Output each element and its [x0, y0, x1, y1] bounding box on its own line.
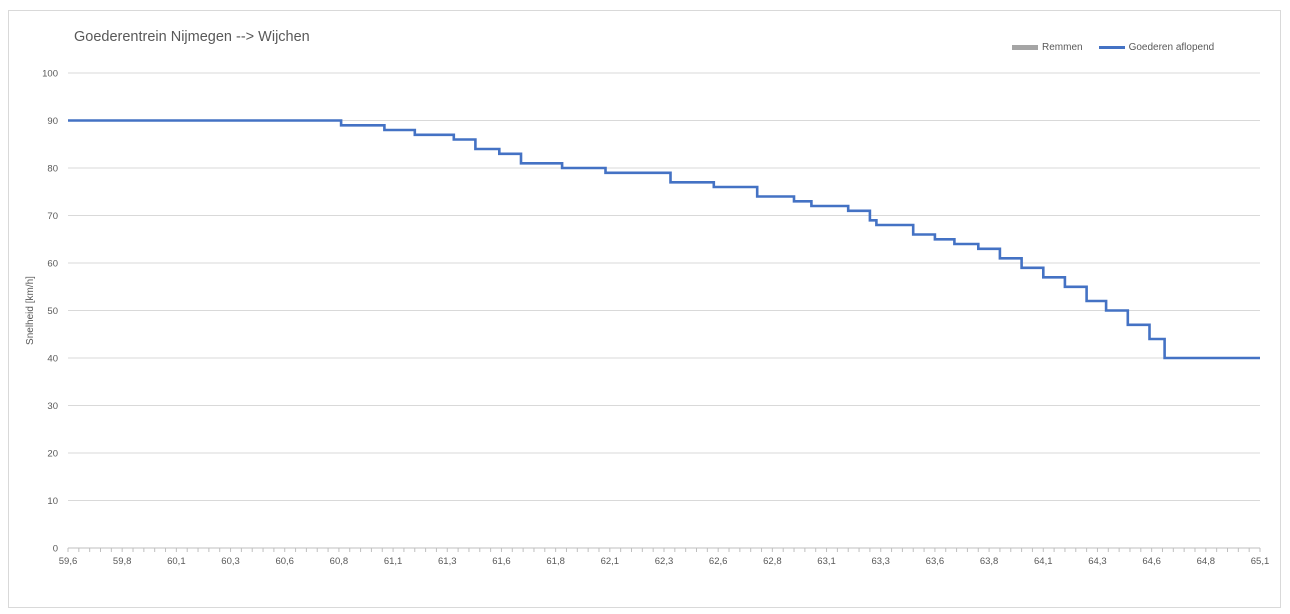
x-tick-label: 62,8: [763, 556, 782, 567]
x-tick-label: 60,3: [221, 556, 240, 567]
legend-label-goederen: Goederen aflopend: [1128, 42, 1215, 53]
y-tick-label: 40: [47, 354, 58, 365]
legend-swatch-remmen: [1012, 45, 1038, 50]
y-tick-label: 60: [47, 259, 58, 270]
x-tick-label: 61,6: [492, 556, 511, 567]
x-tick-label: 60,6: [275, 556, 294, 567]
x-tick-label: 63,1: [817, 556, 836, 567]
y-tick-label: 90: [47, 116, 58, 127]
x-tick-label: 59,8: [113, 556, 132, 567]
x-tick-label: 63,8: [980, 556, 999, 567]
legend-label-remmen: Remmen: [1042, 42, 1083, 53]
y-tick-label: 20: [47, 449, 58, 460]
legend-swatch-goederen: [1098, 46, 1125, 49]
x-tick-label: 61,3: [438, 556, 457, 567]
y-tick-label: 80: [47, 164, 58, 175]
x-tick-label: 63,3: [871, 556, 890, 567]
x-tick-label: 64,6: [1142, 556, 1161, 567]
chart-frame: [8, 10, 1281, 608]
x-tick-label: 60,1: [167, 556, 186, 567]
legend-item-remmen: Remmen: [1012, 42, 1083, 53]
x-tick-label: 61,1: [384, 556, 403, 567]
legend-item-goederen: Goederen aflopend: [1098, 42, 1215, 53]
series-line-goederen-aflopend: [68, 119, 1260, 360]
x-tick-label: 59,6: [59, 556, 78, 567]
legend: Remmen Goederen aflopend: [1012, 42, 1214, 53]
x-tick-label: 64,8: [1197, 556, 1216, 567]
y-tick-label: 30: [47, 401, 58, 412]
x-tick-label: 60,8: [330, 556, 349, 567]
y-axis-label: Snelheid [km/h]: [25, 276, 36, 345]
chart-title: Goederentrein Nijmegen --> Wijchen: [74, 29, 310, 45]
x-tick-label: 63,6: [926, 556, 945, 567]
x-tick-label: 62,1: [601, 556, 620, 567]
y-tick-label: 70: [47, 211, 58, 222]
x-tick-label: 64,3: [1088, 556, 1107, 567]
x-tick-label: 62,3: [655, 556, 674, 567]
x-tick-label: 62,6: [709, 556, 728, 567]
y-tick-label: 100: [42, 69, 58, 80]
y-tick-label: 50: [47, 306, 58, 317]
x-tick-label: 61,8: [546, 556, 565, 567]
x-tick-label: 65,1: [1251, 556, 1270, 567]
y-tick-label: 10: [47, 496, 58, 507]
y-tick-label: 0: [53, 544, 58, 555]
x-tick-label: 64,1: [1034, 556, 1053, 567]
